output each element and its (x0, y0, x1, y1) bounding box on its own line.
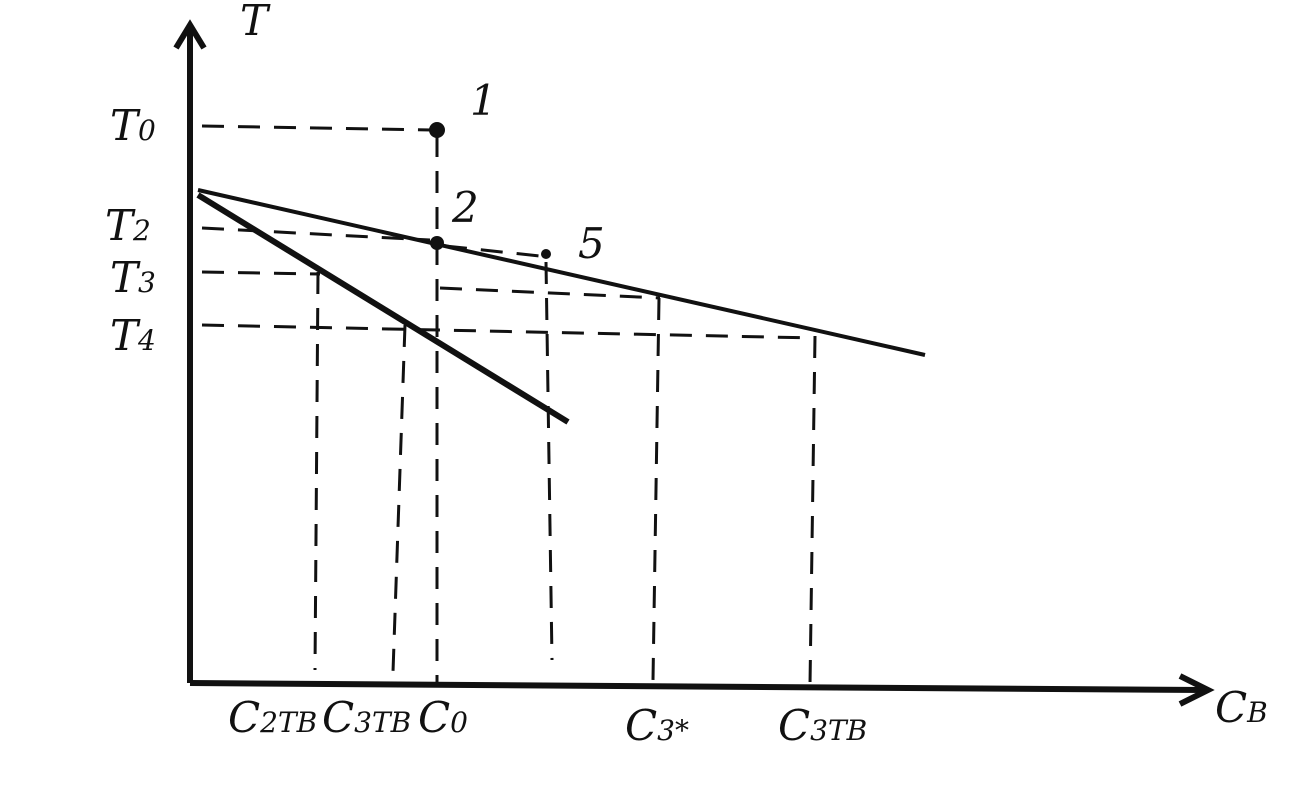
lines (196, 188, 926, 425)
y-axis-label: T (240, 0, 271, 45)
guide-line (444, 244, 541, 258)
label-part: 0 (138, 114, 156, 147)
label-part: C (778, 701, 810, 750)
label-part: B (1246, 696, 1268, 729)
label-part: T (110, 311, 141, 360)
label-part: 3TB (354, 706, 411, 739)
x-label: C2TB (228, 693, 317, 742)
label-part: C (228, 693, 260, 742)
guide-line (201, 226, 431, 242)
guide-line (808, 335, 817, 686)
y-arrow (173, 19, 207, 50)
guide-line (201, 124, 433, 132)
point-label: 2 (451, 183, 479, 232)
label-part: C (418, 693, 450, 742)
point-label: 5 (578, 219, 605, 268)
point-label: 1 (470, 76, 497, 125)
x-axis-label: CB (1215, 683, 1268, 732)
guide-line (391, 324, 407, 673)
label-part: 3* (657, 714, 689, 747)
label-part: C (625, 701, 657, 750)
label-part: 3 (138, 266, 156, 299)
y-label: T4 (110, 311, 156, 360)
axes (173, 19, 1215, 707)
label-part: C (1215, 683, 1247, 732)
x-label: C3* (625, 701, 689, 750)
label-part: 3TB (810, 714, 867, 747)
label-part: 2 (132, 214, 151, 247)
y-label: T0 (110, 101, 156, 150)
y-label: T3 (110, 253, 156, 302)
guide-line (439, 286, 661, 300)
label-part: 4 (137, 324, 156, 357)
y-label: T2 (105, 201, 151, 250)
label-part: T (110, 101, 141, 150)
liquidus-line (197, 188, 926, 357)
points (429, 122, 551, 259)
label-part: T (240, 0, 271, 45)
label-part: T (105, 201, 136, 250)
x-axis (189, 680, 1206, 693)
label-part: 0 (450, 706, 468, 739)
guide-line (201, 323, 816, 340)
label-part: 2TB (259, 706, 317, 739)
guide-line (313, 271, 320, 671)
labels: T CB T0 T2 T3 T4 C2TB C3TB C0 C3* C3TB 1… (105, 0, 1268, 750)
solidus-line (196, 192, 570, 425)
x-label: C0 (418, 693, 468, 742)
guide-line (651, 297, 661, 681)
point (541, 249, 551, 259)
x-label: C3TB (322, 693, 411, 742)
label-part: T (110, 253, 141, 302)
point (430, 236, 444, 250)
x-arrow (1178, 673, 1215, 707)
dashed-guides (201, 124, 817, 686)
guide-line (544, 261, 554, 661)
label-part: C (322, 693, 354, 742)
x-label: C3TB (778, 701, 867, 750)
guide-line (201, 270, 321, 276)
point (429, 122, 445, 138)
